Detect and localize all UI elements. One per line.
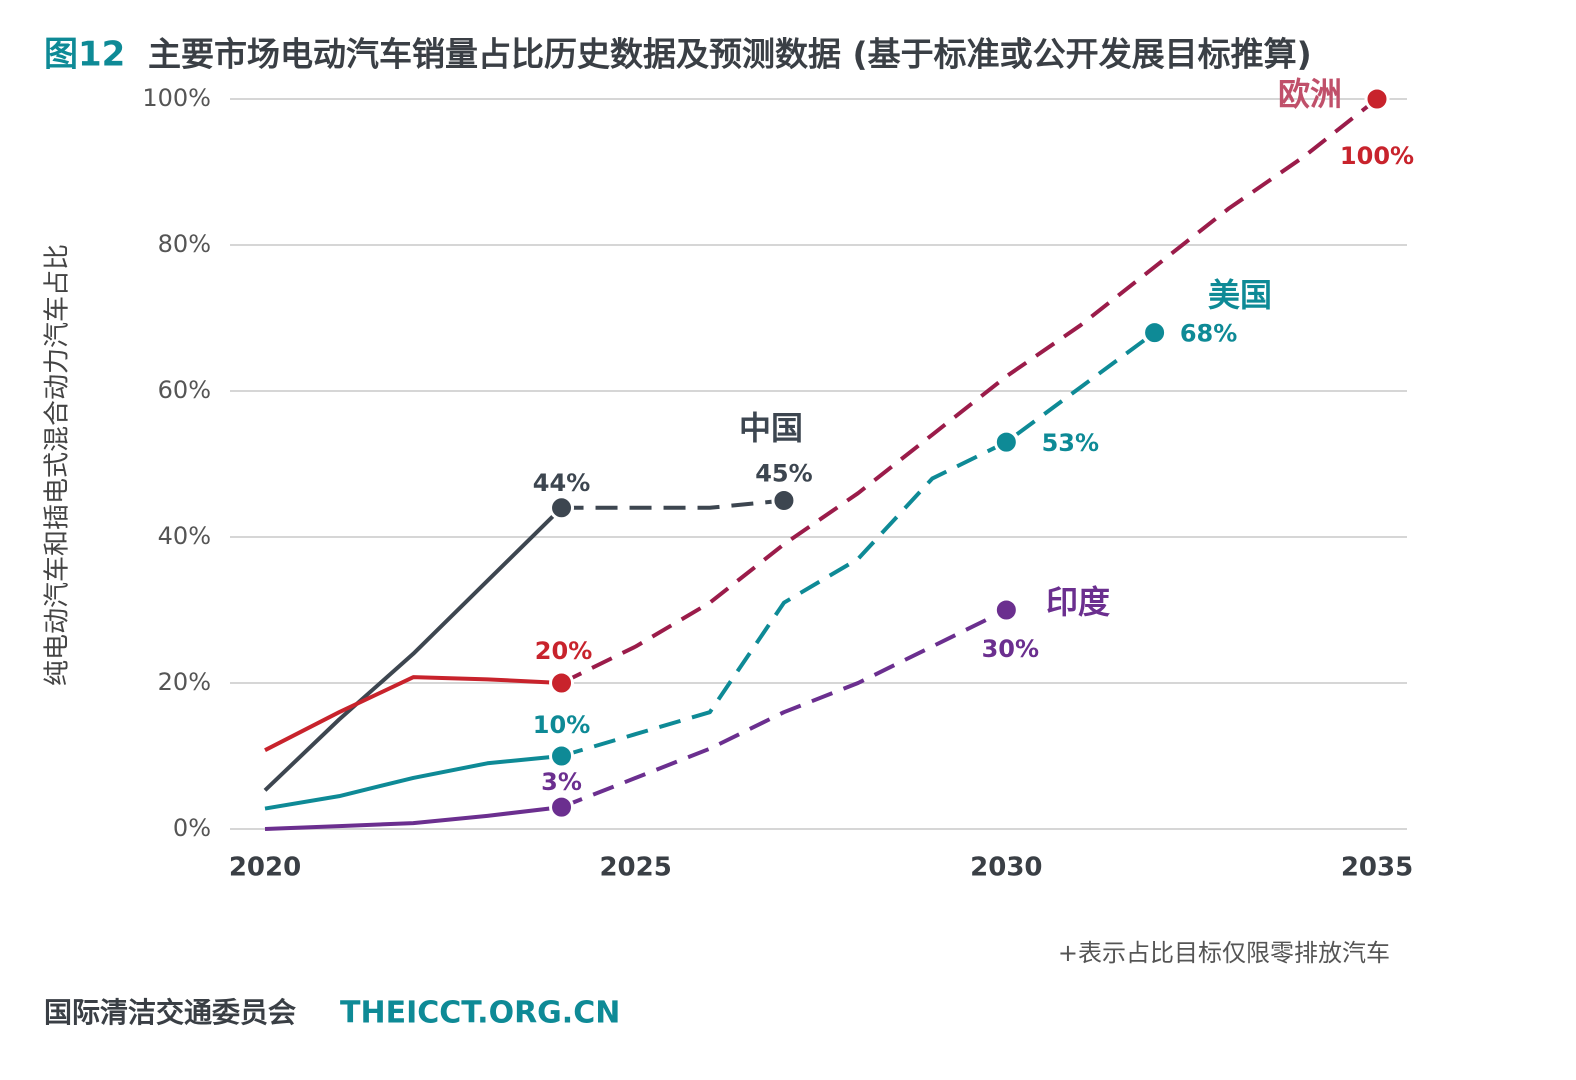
data-label: 100%	[1340, 142, 1414, 170]
data-label: 20%	[535, 637, 592, 665]
data-label: 44%	[533, 469, 590, 497]
y-axis-title: 纯电动汽车和插电式混合动力汽车占比	[43, 244, 73, 686]
data-label: 68%	[1180, 320, 1237, 348]
y-tick-label: 80%	[158, 230, 211, 258]
y-tick-label: 60%	[158, 376, 211, 404]
projection-line	[560, 330, 1156, 758]
data-label: 10%	[533, 711, 590, 739]
y-tick-label: 0%	[173, 814, 211, 842]
data-point	[549, 743, 575, 769]
y-tick-label: 20%	[158, 668, 211, 696]
chart-title: 主要市场电动汽车销量占比历史数据及预测数据 (基于标准或公开发展目标推算)	[148, 35, 1312, 74]
note: +表示占比目标仅限零排放汽车	[1058, 939, 1390, 967]
x-tick-label: 2025	[599, 853, 671, 883]
x-tick-label: 2035	[1341, 853, 1413, 883]
data-label: 30%	[982, 635, 1039, 663]
data-point	[549, 495, 575, 521]
figure-label: 图12	[44, 35, 125, 75]
projection-line	[560, 97, 1379, 685]
source-url: THEICCT.ORG.CN	[340, 996, 620, 1031]
history-line	[264, 754, 562, 811]
projection-line	[560, 608, 1008, 809]
data-point	[1142, 320, 1168, 346]
x-tick-label: 2020	[229, 853, 301, 883]
history-line	[264, 805, 562, 831]
source: 国际清洁交通委员会	[44, 996, 296, 1029]
series-label: 美国	[1208, 276, 1272, 314]
projection-line	[561, 498, 785, 510]
data-label: 3%	[541, 768, 582, 796]
data-label: 45%	[755, 460, 812, 488]
series-label: 印度	[1046, 583, 1110, 621]
y-tick-label: 100%	[142, 84, 211, 112]
data-label: 53%	[1042, 429, 1099, 457]
y-tick-label: 40%	[158, 522, 211, 550]
series-label: 欧洲	[1278, 75, 1342, 113]
data-point	[771, 488, 797, 513]
data-point	[993, 597, 1019, 623]
data-point	[993, 429, 1019, 455]
history-line	[264, 675, 562, 752]
series-label: 中国	[739, 409, 803, 447]
data-point	[549, 670, 575, 696]
history-line	[263, 506, 563, 792]
data-point	[1364, 86, 1390, 112]
data-point	[549, 794, 575, 820]
x-tick-label: 2030	[970, 853, 1042, 883]
